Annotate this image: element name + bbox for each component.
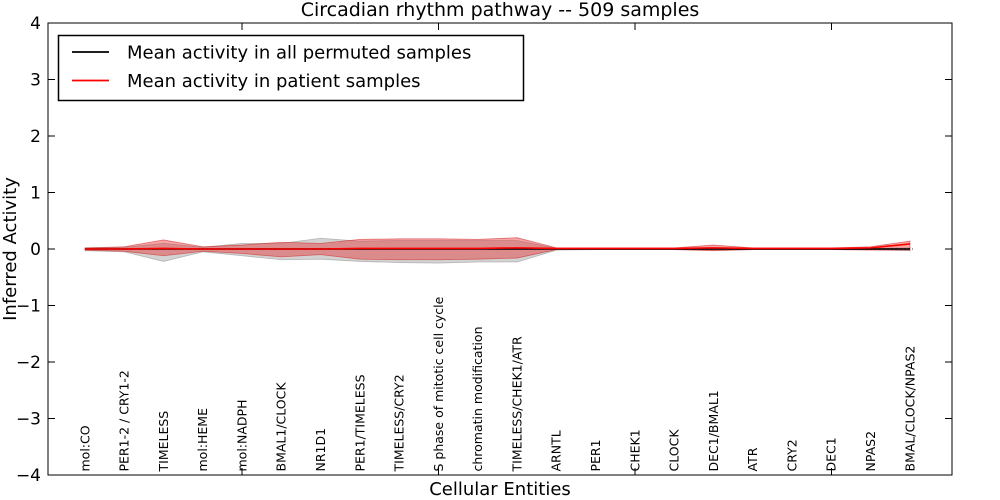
x-category-label: TIMELESS/CHEK1/ATR [509, 336, 524, 473]
x-category-label: DEC1/BMAL1 [706, 390, 721, 471]
band-permuted [84, 237, 911, 264]
x-category-label: NPAS2 [863, 431, 878, 472]
x-category-label: CRY2 [784, 439, 799, 471]
x-category-label: CHEK1 [627, 429, 642, 471]
y-axis-label: Inferred Activity [0, 177, 21, 321]
x-category-label: BMAL/CLOCK/NPAS2 [902, 346, 917, 472]
x-category-label: NR1D1 [313, 428, 328, 472]
y-tick-label: −3 [16, 410, 41, 430]
chart-title: Circadian rhythm pathway -- 509 samples [301, 0, 700, 21]
x-category-label: PER1/TIMELESS [352, 374, 367, 471]
x-category-label: ARNTL [549, 430, 564, 471]
legend: Mean activity in all permuted samples Me… [57, 34, 525, 102]
plot-dynamic-layer: 4 3 2 1 0 −1 −2 −3 −4 mol:CO PER1-2 / CRY1-2 TIMELE… [16, 14, 953, 486]
x-axis-label: Cellular Entities [429, 479, 571, 500]
y-tick-label: −4 [16, 466, 41, 486]
x-category-label: TIMELESS/CRY2 [392, 374, 407, 472]
y-tick-label: −1 [16, 297, 41, 317]
x-category-label: TIMELESS [156, 411, 171, 473]
y-tick-label: −2 [16, 353, 41, 373]
x-category-label: DEC1 [824, 437, 839, 471]
x-category-label: mol:HEME [195, 408, 210, 472]
x-category-label: PER1 [588, 439, 603, 471]
mean-line-patient [85, 243, 911, 250]
y-tick-label: 2 [30, 127, 41, 147]
legend-label-permuted: Mean activity in all permuted samples [127, 43, 471, 64]
x-category-label: BMAL1/CLOCK [274, 382, 289, 472]
x-category-label: ATR [745, 447, 760, 471]
plot-border [47, 22, 953, 476]
x-category-label: chromatin modification [470, 327, 485, 472]
y-tick-label: 0 [30, 240, 41, 260]
x-category-label: mol:NADPH [234, 400, 249, 472]
legend-box [57, 34, 525, 102]
y-tick-label: 1 [30, 184, 41, 204]
x-category-label: CLOCK [667, 429, 682, 472]
legend-label-patient: Mean activity in patient samples [127, 71, 421, 92]
x-category-label: PER1-2 / CRY1-2 [117, 370, 132, 471]
x-category-label: S phase of mitotic cell cycle [431, 296, 446, 471]
x-category-label: mol:CO [77, 425, 92, 471]
y-tick-label: 4 [30, 14, 41, 34]
y-tick-label: 3 [30, 71, 41, 91]
